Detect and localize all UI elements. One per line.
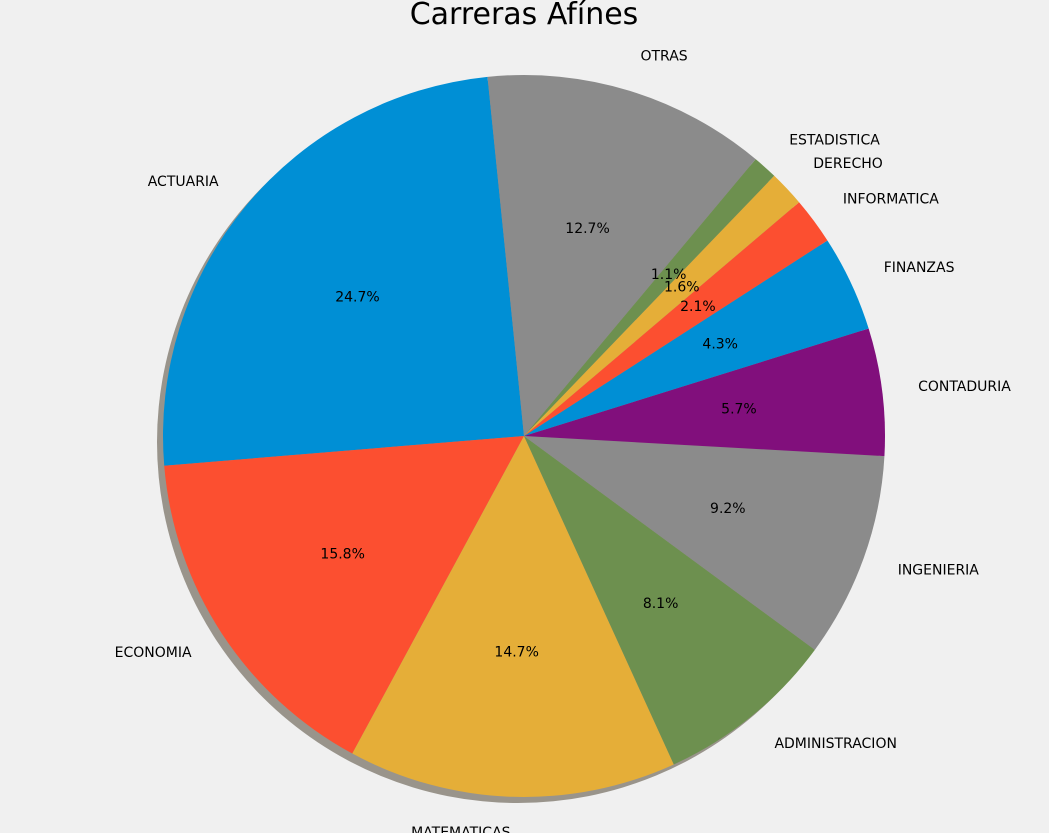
slice-label-contaduria: CONTADURIA bbox=[918, 379, 1011, 395]
slice-label-otras: OTRAS bbox=[640, 48, 687, 64]
pie-slice-estadistica bbox=[524, 159, 775, 437]
pie-slice-actuaria bbox=[162, 76, 524, 466]
slice-label-actuaria: ACTUARIA bbox=[148, 174, 219, 190]
slice-label-derecho: DERECHO bbox=[813, 156, 883, 172]
slice-label-estadistica: ESTADISTICA bbox=[789, 132, 880, 148]
pie-slice-informatica bbox=[524, 202, 828, 436]
pct-label-matematicas: 14.7% bbox=[494, 644, 538, 660]
pie-slice-matematicas bbox=[352, 436, 674, 797]
pie-slice-derecho bbox=[524, 175, 800, 436]
slice-label-economia: ECONOMIA bbox=[115, 645, 192, 661]
pie-slice-economia bbox=[164, 436, 524, 754]
pie-slice-ingenieria bbox=[524, 436, 885, 650]
slice-label-informatica: INFORMATICA bbox=[843, 191, 939, 207]
pie-slice-otras bbox=[487, 74, 756, 436]
pie-slice-administracion bbox=[524, 436, 815, 765]
pct-label-estadistica: 1.1% bbox=[651, 267, 687, 283]
pct-label-derecho: 1.6% bbox=[664, 280, 700, 296]
pct-label-contaduria: 5.7% bbox=[721, 401, 757, 417]
slice-label-finanzas: FINANZAS bbox=[884, 260, 955, 276]
pct-label-finanzas: 4.3% bbox=[702, 336, 738, 352]
pct-label-economia: 15.8% bbox=[320, 546, 364, 562]
pct-label-actuaria: 24.7% bbox=[335, 290, 379, 306]
slice-label-ingenieria: INGENIERIA bbox=[898, 562, 980, 578]
pct-label-administracion: 8.1% bbox=[643, 596, 679, 612]
pie-slices bbox=[162, 74, 885, 797]
pct-label-otras: 12.7% bbox=[565, 221, 609, 237]
pie-slice-finanzas bbox=[524, 240, 869, 436]
chart-title: Carreras Afínes bbox=[410, 0, 639, 32]
pct-label-informatica: 2.1% bbox=[680, 299, 716, 315]
pie-slice-contaduria bbox=[524, 328, 885, 457]
slice-label-matematicas: MATEMATICAS bbox=[411, 825, 511, 833]
pct-label-ingenieria: 9.2% bbox=[710, 501, 746, 517]
pie-labels: ACTUARIA 24.7% ECONOMIA 15.8% MATEMATICAS 14.… bbox=[115, 48, 1012, 833]
slice-label-administracion: ADMINISTRACION bbox=[774, 736, 897, 752]
